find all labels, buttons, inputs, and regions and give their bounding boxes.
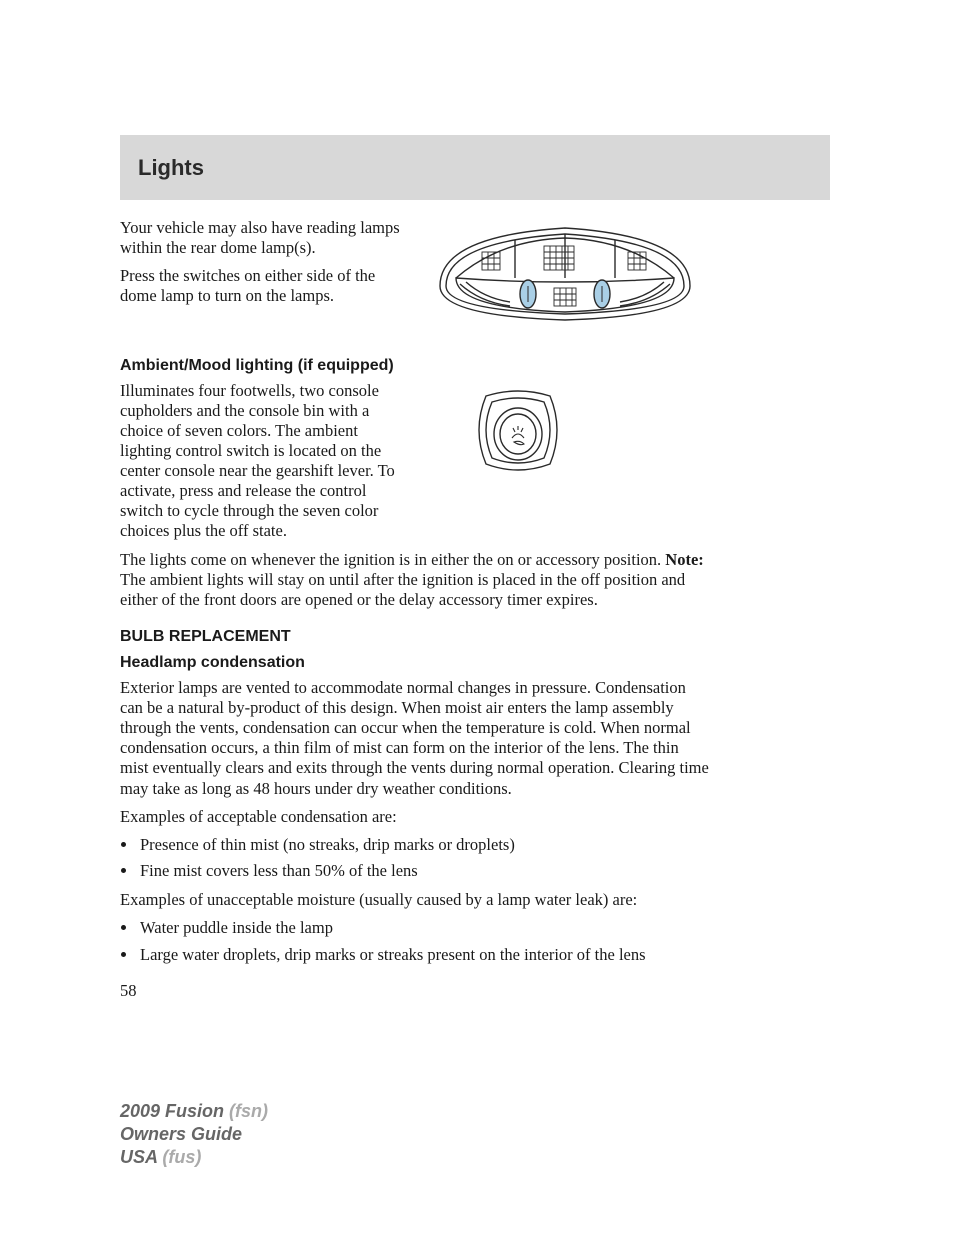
ambient-p2b: The ambient lights will stay on until af… <box>120 570 685 609</box>
headlamp-subheading: Headlamp condensation <box>120 654 710 672</box>
note-label: Note: <box>665 550 703 569</box>
page-content: Your vehicle may also have reading lamps… <box>120 218 710 1001</box>
intro-paragraph-2: Press the switches on either side of the… <box>120 266 400 306</box>
section-title: Lights <box>138 155 204 181</box>
ambient-paragraph-1: Illuminates four footwells, two console … <box>120 381 400 542</box>
footer-model: 2009 Fusion <box>120 1101 229 1121</box>
footer-line-3: USA (fus) <box>120 1146 268 1169</box>
bulb-paragraph-2: Examples of acceptable condensation are: <box>120 807 710 827</box>
footer-region: USA <box>120 1147 162 1167</box>
acceptable-list: Presence of thin mist (no streaks, drip … <box>120 835 710 882</box>
bulb-paragraph-3: Examples of unacceptable moisture (usual… <box>120 890 710 910</box>
footer-line-1: 2009 Fusion (fsn) <box>120 1100 268 1123</box>
footer-code-1: (fsn) <box>229 1101 268 1121</box>
footer-code-2: (fus) <box>162 1147 201 1167</box>
list-item: Presence of thin mist (no streaks, drip … <box>138 835 710 856</box>
intro-paragraph-1: Your vehicle may also have reading lamps… <box>120 218 400 258</box>
section-header-band: Lights <box>120 135 830 200</box>
ambient-paragraph-2: The lights come on whenever the ignition… <box>120 550 710 610</box>
bulb-heading: BULB REPLACEMENT <box>120 628 710 646</box>
list-item: Large water droplets, drip marks or stre… <box>138 945 710 966</box>
unacceptable-list: Water puddle inside the lamp Large water… <box>120 918 710 965</box>
footer-block: 2009 Fusion (fsn) Owners Guide USA (fus) <box>120 1100 268 1169</box>
list-item: Water puddle inside the lamp <box>138 918 710 939</box>
page-number: 58 <box>120 981 710 1001</box>
ambient-p2a: The lights come on whenever the ignition… <box>120 550 665 569</box>
bulb-paragraph-1: Exterior lamps are vented to accommodate… <box>120 678 710 799</box>
ambient-heading: Ambient/Mood lighting (if equipped) <box>120 357 710 375</box>
list-item: Fine mist covers less than 50% of the le… <box>138 861 710 882</box>
footer-line-2: Owners Guide <box>120 1123 268 1146</box>
